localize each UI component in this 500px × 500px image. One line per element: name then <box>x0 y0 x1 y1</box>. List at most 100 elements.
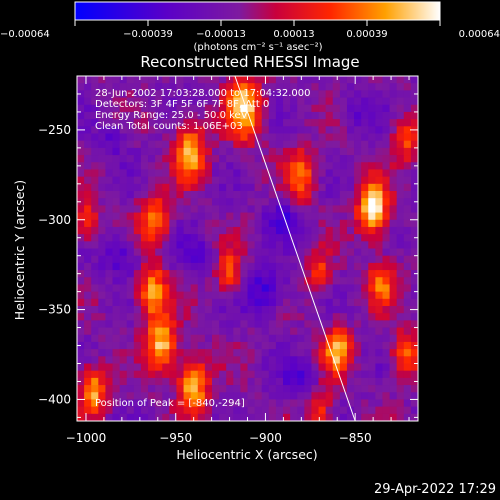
heatmap-cell <box>283 255 291 264</box>
heatmap-cell <box>119 262 128 271</box>
heatmap-cell <box>297 97 305 106</box>
heatmap-cell <box>297 248 305 257</box>
heatmap-cell <box>382 83 390 91</box>
heatmap-cell <box>169 341 177 350</box>
heatmap-cell <box>169 306 177 314</box>
heatmap-cell <box>304 162 312 170</box>
heatmap-cell <box>297 356 305 364</box>
heatmap-cell <box>410 248 419 257</box>
heatmap-cell <box>219 334 227 343</box>
heatmap-cell <box>325 399 334 408</box>
heatmap-cell <box>226 119 234 127</box>
heatmap-cell <box>332 219 341 228</box>
heatmap-cell <box>318 97 327 106</box>
heatmap-cell <box>403 334 412 343</box>
heatmap-cell <box>84 298 92 307</box>
heatmap-cell <box>254 111 263 120</box>
heatmap-cell <box>176 104 184 113</box>
heatmap-cell <box>361 298 369 307</box>
heatmap-cell <box>176 399 184 408</box>
heatmap-cell <box>247 212 255 221</box>
heatmap-cell <box>247 298 255 307</box>
heatmap-cell <box>197 226 206 235</box>
heatmap-cell <box>361 356 369 364</box>
heatmap-cell <box>211 385 220 393</box>
heatmap-cell <box>375 205 383 213</box>
heatmap-cell <box>219 205 227 213</box>
heatmap-cell <box>140 284 149 293</box>
heatmap-cell <box>211 140 220 149</box>
heatmap-cell <box>91 241 99 249</box>
heatmap-cell <box>290 334 298 343</box>
heatmap-cell <box>226 191 234 199</box>
heatmap-cell <box>410 111 419 120</box>
heatmap-cell <box>126 162 135 170</box>
heatmap-cell <box>176 162 184 170</box>
heatmap-cell <box>354 406 362 415</box>
heatmap-cell <box>197 147 206 156</box>
heatmap-cell <box>190 413 199 422</box>
heatmap-cell <box>169 255 177 264</box>
heatmap-cell <box>98 313 106 321</box>
heatmap-cell <box>346 162 355 170</box>
heatmap-cell <box>346 97 355 106</box>
heatmap-cell <box>126 147 135 156</box>
heatmap-cell <box>211 341 220 350</box>
heatmap-cell <box>77 385 85 393</box>
heatmap-cell <box>382 104 390 113</box>
heatmap-cell <box>84 97 92 106</box>
heatmap-cell <box>176 169 184 178</box>
heatmap-cell <box>190 291 199 300</box>
heatmap-cell <box>346 212 355 221</box>
heatmap-cell <box>311 248 319 257</box>
heatmap-cell <box>211 183 220 192</box>
heatmap-cell <box>98 327 106 336</box>
heatmap-cell <box>304 363 312 372</box>
heatmap-cell <box>211 176 220 185</box>
heatmap-cell <box>126 140 135 149</box>
heatmap-cell <box>169 313 177 321</box>
heatmap-cell <box>98 140 106 149</box>
heatmap-cell <box>311 111 319 120</box>
heatmap-cell <box>155 399 163 408</box>
heatmap-cell <box>354 219 362 228</box>
heatmap-cell <box>283 298 291 307</box>
heatmap-cell <box>311 205 319 213</box>
heatmap-cell <box>261 334 270 343</box>
heatmap-cell <box>382 147 390 156</box>
heatmap-cell <box>368 334 376 343</box>
heatmap-cell <box>162 399 170 408</box>
heatmap-cell <box>290 313 298 321</box>
heatmap-cell <box>119 313 128 321</box>
heatmap-cell <box>410 212 419 221</box>
heatmap-cell <box>254 133 263 142</box>
heatmap-cell <box>133 313 142 321</box>
heatmap-cell <box>354 341 362 350</box>
heatmap-cell <box>105 111 113 120</box>
heatmap-cell <box>368 126 376 134</box>
heatmap-cell <box>389 155 398 163</box>
heatmap-cell <box>155 191 163 199</box>
heatmap-cell <box>297 291 305 300</box>
heatmap-cell <box>133 270 142 278</box>
heatmap-cell <box>275 255 284 264</box>
heatmap-cell <box>162 83 170 91</box>
heatmap-cell <box>332 126 341 134</box>
heatmap-cell <box>204 126 213 134</box>
heatmap-cell <box>389 356 398 364</box>
heatmap-cell <box>77 212 85 221</box>
heatmap-cell <box>332 356 341 364</box>
heatmap-cell <box>98 399 106 408</box>
heatmap-cell <box>126 90 135 98</box>
heatmap-cell <box>211 356 220 364</box>
heatmap-cell <box>325 212 334 221</box>
heatmap-cell <box>311 147 319 156</box>
heatmap-cell <box>197 155 206 163</box>
heatmap-cell <box>318 363 327 372</box>
heatmap-cell <box>283 155 291 163</box>
heatmap-cell <box>226 291 234 300</box>
heatmap-cell <box>197 334 206 343</box>
heatmap-cell <box>311 119 319 127</box>
heatmap-cell <box>226 226 234 235</box>
